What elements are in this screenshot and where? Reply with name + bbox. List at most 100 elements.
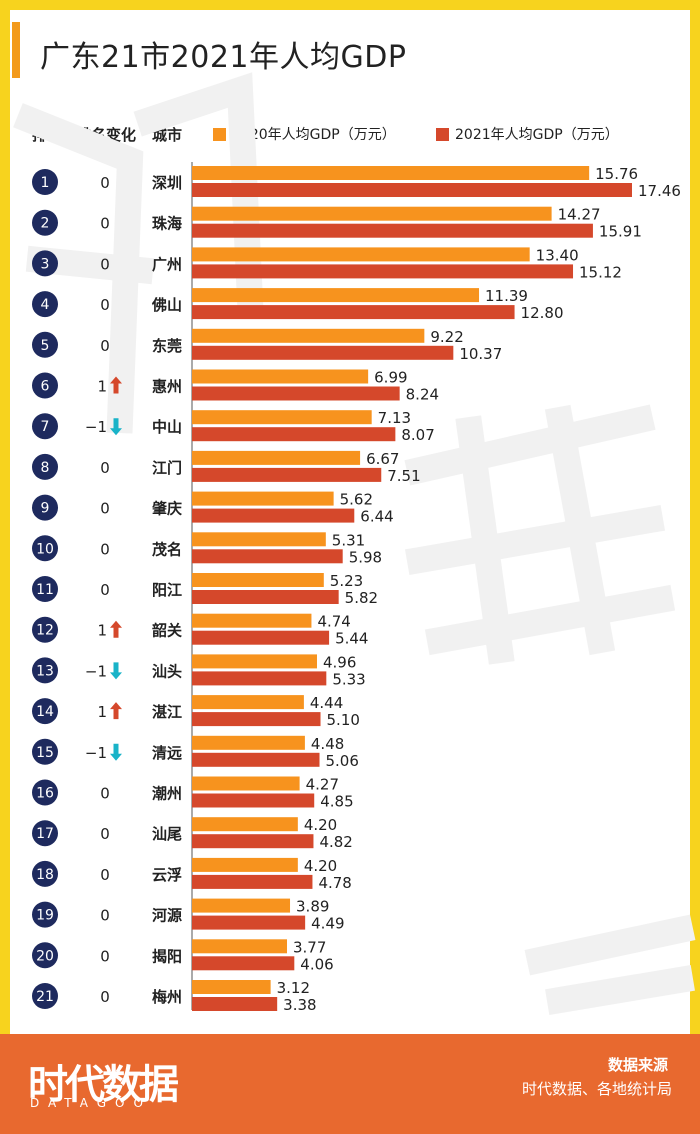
rank-number: 21 — [36, 989, 54, 1005]
rank-circle — [32, 698, 58, 725]
rank-change-value: 0 — [100, 907, 110, 925]
rank-circle — [32, 291, 58, 318]
rank-circle — [32, 535, 58, 562]
rank-number: 20 — [36, 948, 54, 964]
rank-number: 17 — [36, 826, 54, 842]
bar-2021 — [192, 834, 314, 849]
data-label-2021: 15.12 — [579, 263, 622, 281]
data-label-2020: 6.67 — [366, 450, 399, 468]
bar-2020 — [192, 939, 288, 954]
data-label-2020: 14.27 — [558, 206, 601, 224]
city-label: 惠州 — [152, 378, 182, 396]
bar-2021 — [192, 915, 306, 930]
rank-circle — [32, 901, 58, 928]
legend-label-2021: 2021年人均GDP（万元） — [455, 127, 619, 143]
data-label-2021: 10.37 — [459, 345, 502, 363]
title-accent-bar — [12, 22, 20, 78]
rank-number: 5 — [41, 338, 50, 354]
city-label: 深圳 — [152, 174, 182, 192]
bar-2021 — [192, 223, 593, 238]
rank-circle — [32, 983, 58, 1009]
data-label-2021: 5.98 — [349, 548, 382, 566]
bar-2021 — [192, 793, 315, 808]
city-label: 汕尾 — [152, 825, 182, 843]
rank-circle — [32, 331, 58, 358]
rank-circle — [32, 657, 58, 684]
rank-down-arrow-icon — [110, 418, 122, 436]
city-label: 梅州 — [152, 988, 182, 1006]
rank-circle — [32, 169, 58, 195]
rank-circle — [32, 616, 58, 643]
bar-2021 — [192, 874, 313, 889]
data-label-2021: 4.06 — [300, 955, 333, 973]
rank-up-arrow-icon — [110, 620, 122, 638]
data-label-2020: 11.39 — [485, 287, 528, 305]
data-label-2020: 4.74 — [317, 613, 350, 631]
bar-2020 — [192, 491, 334, 506]
bar-2020 — [192, 573, 324, 587]
bar-2020 — [192, 410, 372, 425]
data-label-2020: 5.23 — [330, 572, 363, 590]
rank-change-value: 0 — [100, 540, 110, 558]
rank-circle — [32, 453, 58, 480]
data-label-2021: 15.91 — [599, 223, 642, 241]
rank-change-value: 0 — [100, 500, 110, 518]
bar-2020 — [192, 654, 317, 669]
data-label-2020: 4.27 — [306, 776, 339, 794]
city-label: 韶关 — [152, 622, 182, 640]
rank-change-value: 0 — [100, 866, 110, 884]
data-label-2020: 4.96 — [323, 653, 356, 671]
rank-number: 8 — [41, 460, 50, 476]
data-label-2020: 3.77 — [293, 938, 326, 956]
bar-2021 — [192, 264, 574, 279]
rank-number: 19 — [36, 908, 54, 924]
rank-number: 4 — [41, 297, 50, 313]
rank-change-value: 0 — [100, 825, 110, 843]
city-label: 清远 — [152, 744, 182, 762]
legend-label-2020: 2020年人均GDP（万元） — [232, 127, 396, 143]
bar-2021 — [192, 630, 330, 645]
bar-2021 — [192, 386, 400, 401]
bar-2020 — [192, 695, 304, 710]
bar-2021 — [192, 427, 396, 442]
data-label-2021: 4.85 — [320, 793, 353, 811]
rank-change-value: 1 — [97, 378, 107, 396]
data-label-2020: 4.20 — [304, 816, 337, 834]
footer-bar — [0, 1034, 700, 1134]
data-label-2021: 6.44 — [360, 508, 393, 526]
bar-2021 — [192, 549, 343, 564]
city-label: 江门 — [152, 459, 182, 477]
data-label-2021: 12.80 — [521, 304, 564, 322]
rank-change-value: 1 — [97, 622, 107, 640]
rank-circle — [32, 413, 58, 440]
rank-number: 7 — [41, 419, 50, 435]
bar-2021 — [192, 997, 278, 1011]
bar-2021 — [192, 345, 454, 360]
data-label-2020: 13.40 — [536, 246, 579, 264]
city-label: 佛山 — [151, 296, 182, 314]
bar-2020 — [192, 613, 312, 628]
data-label-2021: 4.49 — [311, 915, 344, 933]
bar-2021 — [192, 956, 295, 971]
rank-change-value: 0 — [100, 296, 110, 314]
data-label-2021: 5.10 — [327, 711, 360, 729]
bar-2020 — [192, 857, 298, 872]
rank-number: 1 — [41, 175, 50, 191]
data-label-2020: 4.44 — [310, 694, 343, 712]
bar-2021 — [192, 305, 515, 320]
rank-up-arrow-icon — [110, 702, 122, 720]
city-label: 河源 — [152, 907, 182, 925]
footer-logo-sub: DATAGOO — [30, 1096, 152, 1110]
city-label: 揭阳 — [152, 947, 182, 965]
rank-change-value: −1 — [85, 744, 107, 762]
bar-2020 — [192, 247, 530, 262]
data-label-2021: 17.46 — [638, 182, 681, 200]
city-label: 湛江 — [152, 703, 182, 721]
data-label-2020: 9.22 — [430, 328, 463, 346]
data-label-2020: 3.89 — [296, 898, 329, 916]
rank-circle — [32, 209, 58, 236]
data-label-2021: 3.38 — [283, 996, 316, 1014]
rank-change-value: 0 — [100, 947, 110, 965]
